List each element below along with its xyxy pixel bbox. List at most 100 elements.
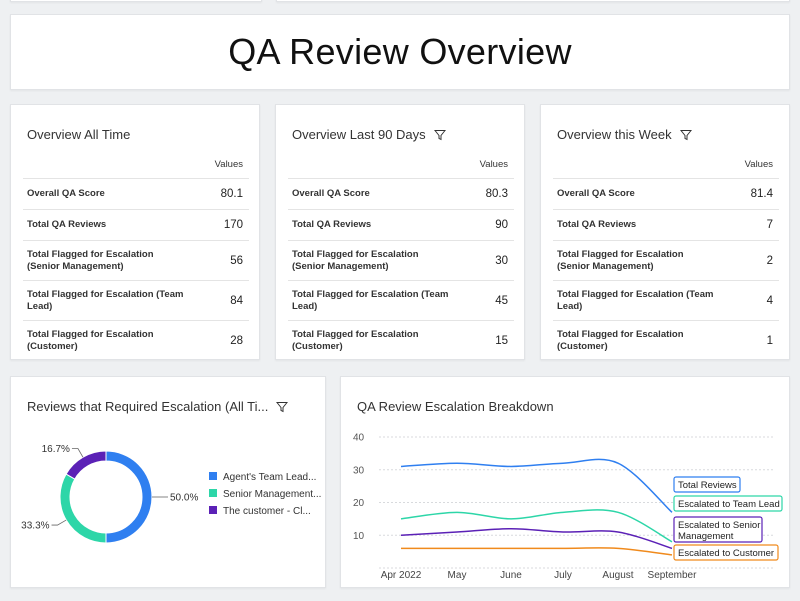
table-row: Total QA Reviews 170	[23, 209, 249, 241]
line-chart-card: QA Review Escalation Breakdown 10 20 30 40 A…	[340, 376, 790, 588]
row-label: Overall QA Score	[553, 178, 722, 210]
table-row: Total Flagged for Escalation (Senior Man…	[553, 240, 779, 281]
donut-data-label: 33.3%	[21, 521, 49, 532]
row-label: Total QA Reviews	[553, 209, 722, 241]
row-label: Total Flagged for Escalation (Team Lead)	[288, 280, 457, 321]
table-row: Overall QA Score 81.4	[553, 178, 779, 210]
table-row: Overall QA Score 80.1	[23, 178, 249, 210]
row-label: Overall QA Score	[23, 178, 192, 210]
x-tick-label: June	[500, 570, 522, 581]
column-header: Values	[214, 159, 243, 170]
donut-label-leader	[51, 519, 67, 526]
row-value: 170	[192, 209, 249, 241]
table-row: Total Flagged for Escalation (Customer) 2…	[23, 320, 249, 360]
card-title-text: Overview Last 90 Days	[292, 127, 426, 142]
row-label: Total Flagged for Escalation (Customer)	[553, 320, 722, 360]
row-value: 4	[722, 280, 779, 321]
row-value: 84	[192, 280, 249, 321]
series-line	[400, 458, 673, 513]
row-value: 28	[192, 320, 249, 360]
row-label: Total QA Reviews	[23, 209, 192, 241]
card-title: QA Review Escalation Breakdown	[357, 399, 554, 414]
series-label: Escalated to Senior	[678, 520, 760, 531]
row-value: 81.4	[722, 178, 779, 210]
series-label: Escalated to Team Lead	[678, 499, 780, 510]
legend-swatch	[209, 489, 217, 497]
series-label-box	[673, 476, 741, 493]
legend-swatch	[209, 472, 217, 480]
series-label: Escalated to Customer	[678, 548, 774, 559]
card-title: Overview this Week	[557, 127, 692, 142]
donut-data-label: 16.7%	[42, 444, 70, 455]
series-label: Total Reviews	[678, 480, 737, 491]
filter-icon[interactable]	[679, 129, 692, 141]
x-tick-label: July	[554, 570, 572, 581]
y-tick-label: 40	[353, 433, 365, 444]
donut-data-label: 50.0%	[170, 493, 198, 504]
title-card: QA Review Overview	[10, 14, 790, 90]
row-label: Total Flagged for Escalation (Senior Man…	[288, 240, 457, 281]
row-value: 2	[722, 240, 779, 281]
row-label: Overall QA Score	[288, 178, 457, 210]
row-value: 80.1	[192, 178, 249, 210]
series-line	[401, 547, 673, 556]
table-row: Total Flagged for Escalation (Senior Man…	[23, 240, 249, 281]
legend-item-label: Agent's Team Lead...	[223, 472, 316, 483]
x-tick-label: May	[448, 570, 467, 581]
series-label: Management	[678, 531, 734, 542]
donut-slice	[105, 450, 153, 544]
row-value: 80.3	[457, 178, 514, 210]
row-label: Total Flagged for Escalation (Team Lead)	[23, 280, 192, 321]
y-tick-label: 10	[353, 531, 365, 542]
card-title-text: Overview All Time	[27, 127, 131, 142]
stat-card-last-90-days: Overview Last 90 Days Values Overall QA …	[275, 104, 525, 360]
filter-icon[interactable]	[433, 129, 446, 141]
row-label: Total Flagged for Escalation (Senior Man…	[23, 240, 192, 281]
top-card-edge-left	[10, 0, 262, 2]
filter-icon[interactable]	[276, 401, 289, 413]
row-value: 30	[457, 240, 514, 281]
row-value: 90	[457, 209, 514, 241]
table-row: Total Flagged for Escalation (Senior Man…	[288, 240, 514, 281]
table-row: Total Flagged for Escalation (Team Lead)…	[288, 280, 514, 321]
y-tick-label: 30	[353, 465, 365, 476]
row-value: 56	[192, 240, 249, 281]
row-value: 1	[722, 320, 779, 360]
legend-swatch	[209, 506, 217, 514]
column-header: Values	[744, 159, 773, 170]
table-row: Total Flagged for Escalation (Team Lead)…	[553, 280, 779, 321]
card-title-text: QA Review Escalation Breakdown	[357, 399, 554, 414]
legend-item-label: The customer - Cl...	[223, 506, 311, 517]
row-value: 7	[722, 209, 779, 241]
card-title-text: Reviews that Required Escalation (All Ti…	[27, 399, 269, 414]
table-row: Total QA Reviews 90	[288, 209, 514, 241]
donut-label-leader	[71, 448, 84, 458]
stats-table: Values Overall QA Score 81.4 Total QA Rev…	[553, 153, 779, 360]
page-title: QA Review Overview	[228, 31, 572, 72]
table-row: Total QA Reviews 7	[553, 209, 779, 241]
donut-slice	[59, 473, 107, 544]
stat-card-this-week: Overview this Week Values Overall QA Sco…	[540, 104, 790, 360]
row-value: 15	[457, 320, 514, 360]
donut-slice	[65, 450, 107, 480]
x-tick-label: Apr 2022	[381, 570, 422, 581]
donut-chart: 50.0% 33.3% 16.7% Agent's Team Lead... Senio…	[21, 444, 321, 544]
table-row: Total Flagged for Escalation (Customer) 1	[553, 320, 779, 360]
table-row: Total Flagged for Escalation (Team Lead)…	[23, 280, 249, 321]
legend-item-label: Senior Management...	[223, 489, 321, 500]
donut-chart-card: Reviews that Required Escalation (All Ti…	[10, 376, 326, 588]
row-value: 45	[457, 280, 514, 321]
top-card-edge-right	[276, 0, 790, 2]
row-label: Total QA Reviews	[288, 209, 457, 241]
stats-table: Values Overall QA Score 80.3 Total QA Rev…	[288, 153, 514, 360]
line-chart: 10 20 30 40 Apr 2022 May June July August Septemb…	[353, 433, 783, 581]
series-label-box	[673, 544, 779, 561]
stats-table: Values Overall QA Score 80.1 Total QA Rev…	[23, 153, 249, 360]
table-row: Overall QA Score 80.3	[288, 178, 514, 210]
row-label: Total Flagged for Escalation (Customer)	[23, 320, 192, 360]
x-tick-label: September	[648, 570, 698, 581]
card-title-text: Overview this Week	[557, 127, 672, 142]
row-label: Total Flagged for Escalation (Customer)	[288, 320, 457, 360]
table-row: Total Flagged for Escalation (Customer) 1…	[288, 320, 514, 360]
card-title: Reviews that Required Escalation (All Ti…	[27, 399, 289, 414]
